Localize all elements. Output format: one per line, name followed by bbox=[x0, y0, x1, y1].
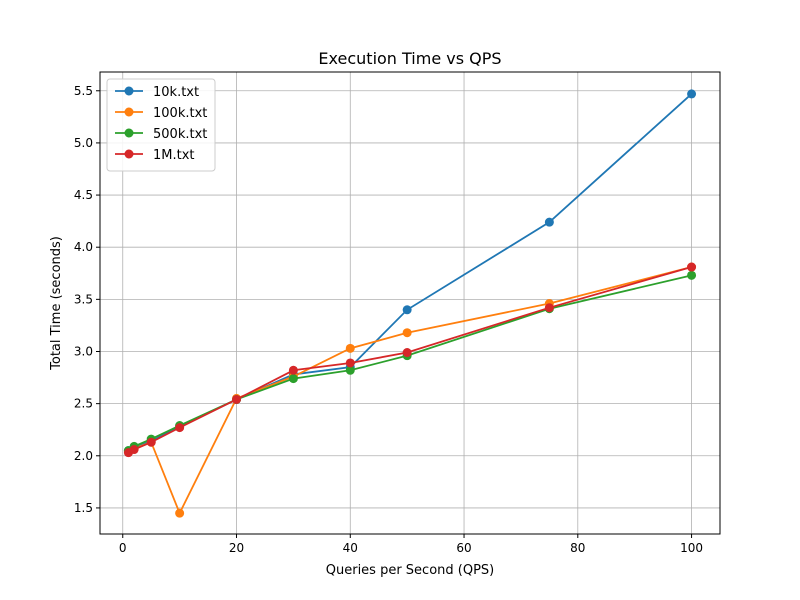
legend-label: 1M.txt bbox=[153, 148, 195, 163]
y-tick-label: 2.0 bbox=[74, 449, 93, 463]
data-point bbox=[129, 445, 139, 455]
y-tick-label: 5.0 bbox=[74, 136, 93, 150]
x-tick-label: 80 bbox=[570, 541, 585, 555]
data-point bbox=[402, 348, 412, 358]
data-point bbox=[402, 328, 412, 338]
data-point bbox=[544, 303, 554, 313]
data-point bbox=[288, 374, 298, 384]
y-tick-label: 4.0 bbox=[74, 240, 93, 254]
legend-marker bbox=[124, 128, 134, 138]
legend-item: 500k.txt bbox=[115, 127, 207, 142]
data-point bbox=[345, 365, 355, 375]
legend-marker bbox=[124, 86, 134, 96]
data-point bbox=[544, 217, 554, 227]
y-tick-label: 5.5 bbox=[74, 84, 93, 98]
legend-item: 100k.txt bbox=[115, 106, 207, 121]
x-tick-label: 40 bbox=[343, 541, 358, 555]
data-point bbox=[232, 394, 242, 404]
legend: 10k.txt 100k.txt 500k.txt 1M.txt bbox=[106, 78, 216, 172]
series-layer bbox=[123, 89, 697, 518]
legend-marker bbox=[124, 149, 134, 159]
x-axis-label: Queries per Second (QPS) bbox=[326, 563, 495, 578]
data-point bbox=[345, 358, 355, 368]
legend-label: 500k.txt bbox=[153, 127, 207, 142]
series-1m-txt bbox=[123, 262, 697, 458]
data-point bbox=[402, 305, 412, 315]
data-point bbox=[146, 437, 156, 447]
legend-item: 1M.txt bbox=[115, 148, 195, 163]
data-point bbox=[687, 270, 697, 280]
series-line bbox=[127, 274, 692, 452]
y-tick-label: 1.5 bbox=[74, 501, 93, 515]
data-point bbox=[687, 89, 697, 99]
x-tick-label: 20 bbox=[229, 541, 244, 555]
data-point bbox=[687, 262, 697, 272]
y-axis-label: Total Time (seconds) bbox=[49, 236, 64, 371]
legend-box bbox=[106, 78, 216, 172]
chart-title: Execution Time vs QPS bbox=[318, 49, 501, 68]
x-tick-label: 60 bbox=[456, 541, 471, 555]
series-line bbox=[128, 266, 692, 454]
legend-label: 10k.txt bbox=[153, 85, 199, 100]
data-point bbox=[345, 343, 355, 353]
x-tick-label: 0 bbox=[119, 541, 127, 555]
legend-marker bbox=[124, 107, 134, 117]
y-tick-label: 4.5 bbox=[74, 188, 93, 202]
y-tick-label: 3.5 bbox=[74, 292, 93, 306]
plot-frame bbox=[99, 71, 721, 535]
data-point bbox=[288, 365, 298, 375]
legend-item: 10k.txt bbox=[115, 85, 199, 100]
data-point bbox=[175, 423, 185, 433]
x-tick-label: 100 bbox=[680, 541, 703, 555]
y-tick-label: 2.5 bbox=[74, 397, 93, 411]
y-tick-label: 3.0 bbox=[74, 344, 93, 358]
data-point bbox=[175, 508, 185, 518]
axis-ticks: 0 20 40 60 80 100 1.5 2.0 2.5 3.0 3.5 4.0 4.5 5.0 5.5 bbox=[74, 84, 703, 555]
legend-label: 100k.txt bbox=[153, 106, 207, 121]
